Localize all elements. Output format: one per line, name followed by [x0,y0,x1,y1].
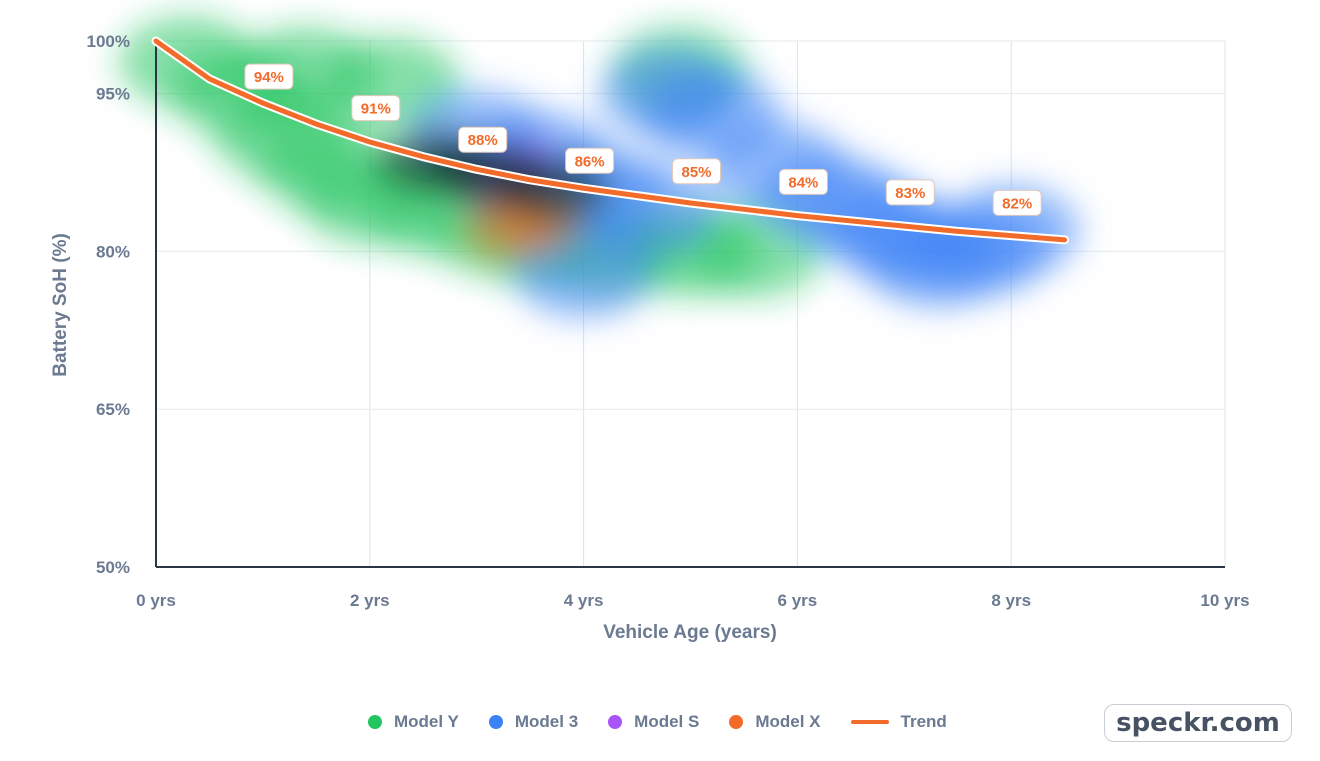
density-point [942,184,1081,277]
brand-watermark: speckr.com [1104,704,1292,742]
trend-point-label: 91% [351,95,401,122]
trend-label-box [565,147,615,174]
x-tick-label: 4 yrs [564,591,604,610]
axes: 50% 65% 80% 95% 100% 0 yrs 2 yrs 4 yrs 6 yrs 8 yr… [87,32,1250,610]
legend-swatch [729,715,744,729]
density-cloud [119,16,1081,319]
legend-item-model-y[interactable]: Model Y [368,712,459,732]
legend: Model Y Model 3 Model S Model X Trend [368,712,977,732]
trend-point-label: 84% [778,168,828,195]
trend-label-text: 83% [895,185,925,202]
x-tick-label: 0 yrs [136,591,176,610]
legend-swatch [850,720,889,724]
trend-label-text: 91% [361,101,391,118]
trend-label-text: 88% [468,132,498,149]
y-tick-label: 50% [96,558,130,577]
trend-label-text: 82% [1002,195,1032,212]
x-tick-label: 8 yrs [991,591,1031,610]
x-tick-label: 6 yrs [778,591,818,610]
trend-label-box [244,63,294,90]
trend-line [151,36,1070,245]
trend-label-box [458,126,508,153]
trend-label-box [778,168,828,195]
chart: 50% 65% 80% 95% 100% 0 yrs 2 yrs 4 yrs 6 yrs 8 yr… [50,16,1250,643]
trend-line-path [153,38,1068,243]
density-point [514,226,653,319]
x-tick-label: 2 yrs [350,591,390,610]
density-point [236,26,375,119]
y-tick-label: 100% [87,32,130,51]
legend-label: Model S [634,712,700,731]
legend-label: Model Y [394,712,459,731]
legend-item-model-x[interactable]: Model X [729,712,821,732]
trend-label-box [885,179,935,206]
trend-point-label: 82% [992,189,1042,216]
legend-label: Model 3 [514,712,579,731]
y-tick-label: 65% [96,400,130,419]
legend-item-model-s[interactable]: Model S [608,712,699,732]
trend-label-text: 85% [681,164,711,181]
legend-item-trend[interactable]: Trend [850,712,947,732]
legend-label: Model X [755,712,821,731]
trend-label-box [672,158,721,185]
trend-point-label: 85% [672,158,721,185]
legend-swatch [608,715,623,729]
y-axis-title: Battery SoH (%) [50,233,71,377]
x-axis-title: Vehicle Age (years) [603,622,777,643]
legend-swatch [488,715,503,729]
x-tick-label: 10 yrs [1200,591,1249,610]
trend-label-text: 84% [788,174,818,191]
y-tick-label: 80% [96,242,130,261]
trend-point-label: 83% [885,179,935,206]
legend-swatch [368,715,382,729]
legend-item-model-3[interactable]: Model 3 [488,712,579,732]
trend-label-box [351,95,401,122]
trend-label-text: 86% [575,153,605,170]
trend-point-label: 94% [244,63,294,90]
trend-labels: 94% 91% 88% 86% 85% 84% 83% 82% [244,63,1042,216]
trend-point-label: 88% [458,126,508,153]
trend-label-text: 94% [254,69,284,86]
trend-point-label: 86% [565,147,615,174]
y-tick-label: 95% [96,85,130,104]
trend-label-box [992,189,1042,216]
legend-label: Trend [900,712,947,731]
